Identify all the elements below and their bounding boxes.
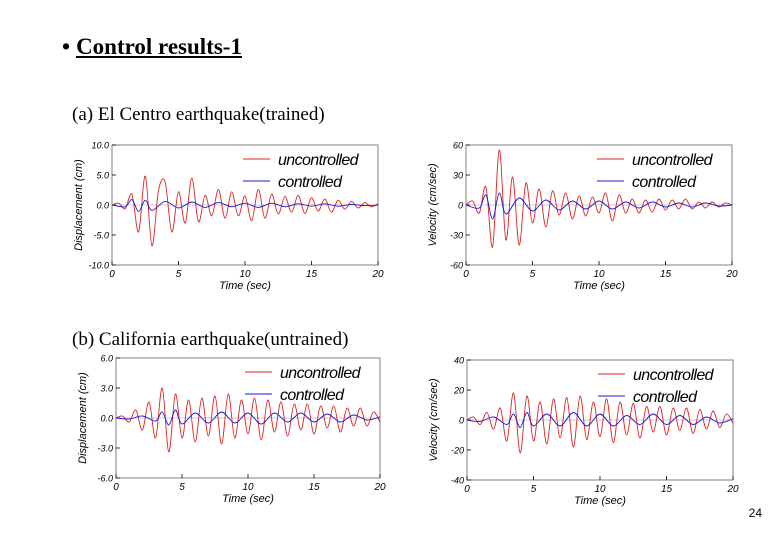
- y-tick-label: -10.0: [88, 261, 109, 271]
- x-axis-label: Time (sec): [574, 495, 626, 507]
- y-tick-label: -40: [451, 476, 464, 486]
- x-tick-label: 5: [179, 482, 185, 493]
- x-tick-label: 15: [661, 484, 673, 495]
- series-line-controlled: [115, 409, 381, 426]
- caption-el-centro: (a) El Centro earthquake(trained): [72, 104, 325, 125]
- x-tick-label: 10: [593, 269, 605, 280]
- x-tick-label: 0: [113, 482, 119, 493]
- y-tick-label: 0.0: [96, 201, 109, 211]
- y-tick-label: 20: [453, 386, 464, 396]
- y-tick-label: -30: [450, 231, 463, 241]
- legend-label-uncontrolled: uncontrolled: [278, 152, 360, 169]
- x-axis-label: Time (sec): [219, 280, 271, 292]
- x-tick-label: 15: [306, 269, 318, 280]
- slide-title: • Control results-1: [62, 34, 242, 60]
- x-tick-label: 15: [308, 482, 320, 493]
- y-tick-label: -3.0: [97, 444, 113, 454]
- y-tick-label: -60: [450, 261, 463, 271]
- title-bullet: •: [62, 34, 71, 59]
- x-tick-label: 5: [530, 269, 536, 280]
- x-tick-label: 10: [594, 484, 606, 495]
- x-tick-label: 20: [371, 269, 384, 280]
- y-tick-label: 30: [453, 171, 463, 181]
- x-tick-label: 20: [726, 484, 739, 495]
- series-line-uncontrolled: [111, 175, 379, 247]
- y-tick-label: -5.0: [93, 231, 109, 241]
- page-number: 24: [748, 506, 762, 520]
- x-tick-label: 20: [373, 482, 386, 493]
- series-line-uncontrolled: [466, 392, 734, 454]
- y-tick-label: 6.0: [100, 354, 113, 364]
- y-tick-label: 0: [459, 416, 464, 426]
- x-tick-label: 0: [109, 269, 115, 280]
- series-line-uncontrolled: [465, 149, 733, 248]
- y-tick-label: 0: [458, 201, 463, 211]
- legend-label-uncontrolled: uncontrolled: [633, 367, 715, 384]
- y-axis-label: Velocity (cm/sec): [428, 378, 440, 462]
- legend-label-controlled: controlled: [278, 174, 343, 191]
- legend-label-controlled: controlled: [633, 389, 698, 406]
- y-tick-label: -6.0: [97, 474, 113, 484]
- y-tick-label: 3.0: [100, 384, 113, 394]
- y-tick-label: -20: [451, 446, 464, 456]
- x-tick-label: 5: [176, 269, 182, 280]
- y-axis-label: Velocity (cm/sec): [427, 163, 439, 247]
- x-tick-label: 10: [239, 269, 251, 280]
- legend-label-uncontrolled: uncontrolled: [280, 365, 362, 382]
- x-tick-label: 20: [725, 269, 738, 280]
- x-tick-label: 15: [660, 269, 672, 280]
- y-tick-label: 40: [454, 356, 464, 366]
- series-line-controlled: [111, 199, 379, 213]
- y-tick-label: 5.0: [96, 171, 109, 181]
- x-axis-label: Time (sec): [222, 493, 274, 505]
- legend-label-uncontrolled: uncontrolled: [632, 152, 714, 169]
- series-line-uncontrolled: [115, 387, 381, 453]
- x-tick-label: 10: [242, 482, 254, 493]
- y-tick-label: 0.0: [100, 414, 113, 424]
- x-tick-label: 0: [463, 269, 469, 280]
- x-axis-label: Time (sec): [573, 280, 625, 292]
- title-text: Control results-1: [76, 34, 242, 59]
- y-tick-label: 60: [453, 141, 463, 151]
- series-line-controlled: [466, 412, 734, 428]
- x-tick-label: 0: [464, 484, 470, 495]
- caption-california: (b) California earthquake(untrained): [72, 329, 349, 350]
- series-line-controlled: [465, 192, 733, 220]
- x-tick-label: 5: [531, 484, 537, 495]
- y-axis-label: Displacement (cm): [73, 159, 85, 251]
- y-tick-label: 10.0: [91, 141, 109, 151]
- legend-label-controlled: controlled: [280, 387, 345, 404]
- y-axis-label: Displacement (cm): [77, 372, 89, 464]
- legend-label-controlled: controlled: [632, 174, 697, 191]
